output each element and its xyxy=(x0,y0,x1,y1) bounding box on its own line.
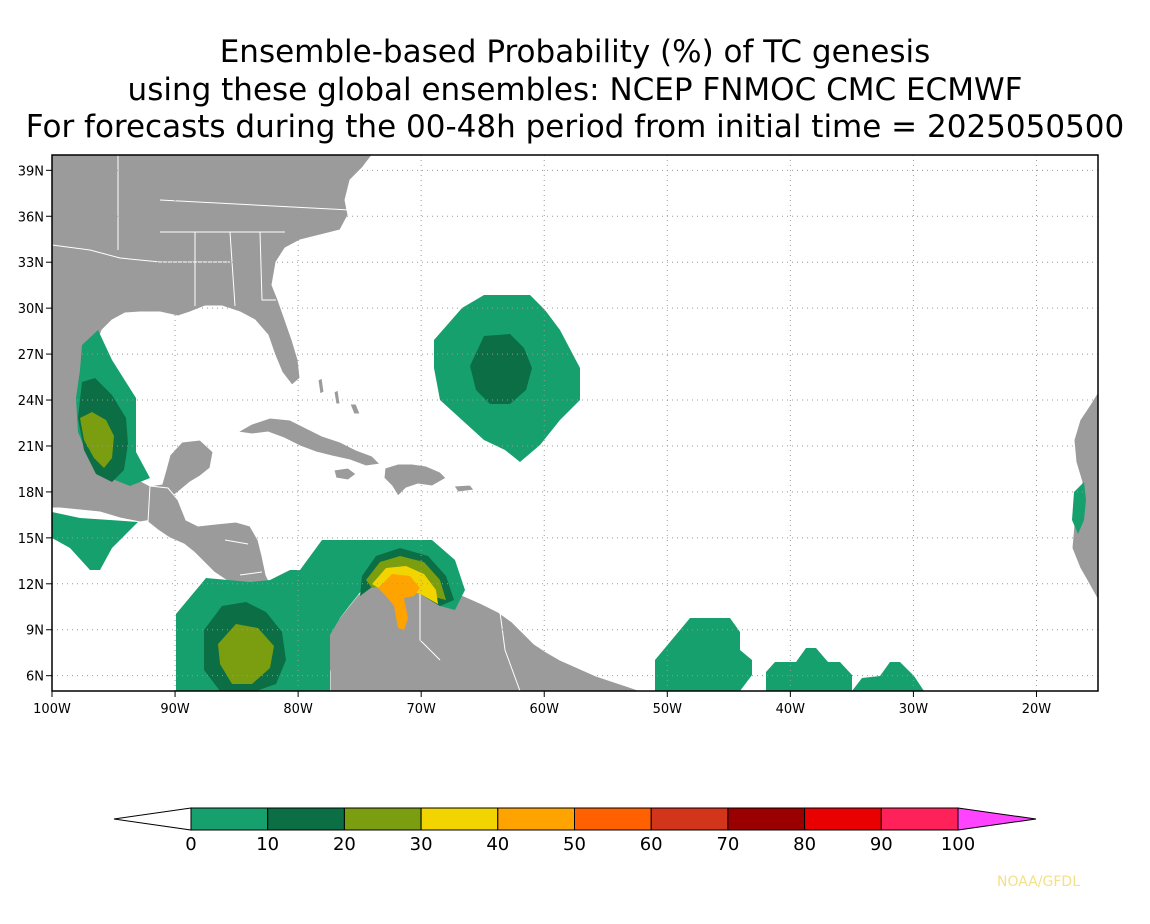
colorbar-under-arrow xyxy=(113,807,192,831)
land-jamaica xyxy=(333,467,357,481)
lon-ticks: 100W 90W 80W 70W 60W 50W 40W 30W 20W xyxy=(33,691,1051,717)
title-line-1: Ensemble-based Probability (%) of TC gen… xyxy=(219,34,931,70)
land-north-america xyxy=(52,155,373,523)
lat-tick-label: 12N xyxy=(18,578,44,593)
colorbar-segment xyxy=(420,807,499,831)
lon-tick-label: 40W xyxy=(776,702,806,717)
colorbar-label: 40 xyxy=(486,834,509,855)
colorbar-segment xyxy=(650,807,729,831)
colorbar-segment xyxy=(190,807,269,831)
land-cuba xyxy=(236,417,382,467)
contour-mexico-west-30 xyxy=(80,412,114,468)
colorbar-label: 60 xyxy=(640,834,663,855)
contour-atl-south-1 xyxy=(655,618,752,691)
colorbar-segment xyxy=(727,807,806,831)
contour-panama-30 xyxy=(218,624,274,684)
colorbar-label: 100 xyxy=(941,834,975,855)
lat-tick-label: 18N xyxy=(18,486,44,501)
contour-atlantic-20 xyxy=(470,334,532,404)
colorbar-label: 70 xyxy=(716,834,739,855)
lon-tick-label: 70W xyxy=(406,702,436,717)
lon-tick-label: 90W xyxy=(160,702,190,717)
credit-text: NOAA/GFDL xyxy=(997,874,1080,890)
colorbar-over-arrow xyxy=(957,807,1037,831)
map-frame xyxy=(51,154,1099,692)
colorbar-segment xyxy=(267,807,345,831)
lat-tick-label: 24N xyxy=(18,394,44,409)
title-line-2: using these global ensembles: NCEP FNMOC… xyxy=(127,72,1023,108)
contour-mexico-sw-10 xyxy=(52,512,138,570)
lon-tick-label: 30W xyxy=(899,702,929,717)
map-area xyxy=(52,155,1098,691)
colorbar-segment xyxy=(880,807,959,831)
lat-ticks: 6N 9N 12N 15N 18N 21N 24N 27N 30N 33N 36N 39N xyxy=(18,164,52,685)
colorbar-label: 20 xyxy=(333,834,356,855)
colorbar-label: 10 xyxy=(256,834,279,855)
land-puerto-rico xyxy=(453,484,475,493)
lat-tick-label: 6N xyxy=(26,670,44,685)
land-bahamas xyxy=(317,377,361,415)
title-line-3: For forecasts during the 00-48h period f… xyxy=(25,109,1125,145)
lat-tick-label: 36N xyxy=(18,210,44,225)
contour-africa-10 xyxy=(1072,482,1086,534)
colorbar-segment xyxy=(343,807,422,831)
land-hispaniola xyxy=(383,463,447,497)
lon-tick-label: 50W xyxy=(653,702,683,717)
contour-atl-south-3 xyxy=(852,662,924,691)
lon-tick-label: 100W xyxy=(33,702,71,717)
colorbar-label: 90 xyxy=(870,834,893,855)
contour-caribbean-50 xyxy=(378,574,420,630)
probability-contours xyxy=(52,295,1086,691)
lat-tick-label: 27N xyxy=(18,348,44,363)
lon-tick-label: 60W xyxy=(530,702,560,717)
lat-tick-label: 33N xyxy=(18,256,44,271)
lat-tick-label: 30N xyxy=(18,302,44,317)
colorbar-segment xyxy=(574,807,652,831)
colorbar: 0 10 20 30 40 50 60 70 80 90 100 xyxy=(113,807,1037,855)
colorbar-label: 0 xyxy=(185,834,196,855)
lon-tick-label: 20W xyxy=(1022,702,1052,717)
lat-tick-label: 21N xyxy=(18,440,44,455)
lat-tick-label: 9N xyxy=(26,624,44,639)
colorbar-label: 50 xyxy=(563,834,586,855)
lon-tick-label: 80W xyxy=(283,702,313,717)
lat-tick-label: 39N xyxy=(18,164,44,179)
colorbar-label: 80 xyxy=(793,834,816,855)
land xyxy=(52,155,1098,691)
contour-atl-south-2 xyxy=(766,648,852,691)
lat-tick-label: 15N xyxy=(18,532,44,547)
colorbar-label: 30 xyxy=(410,834,433,855)
colorbar-segment xyxy=(497,807,575,831)
colorbar-segment xyxy=(804,807,882,831)
